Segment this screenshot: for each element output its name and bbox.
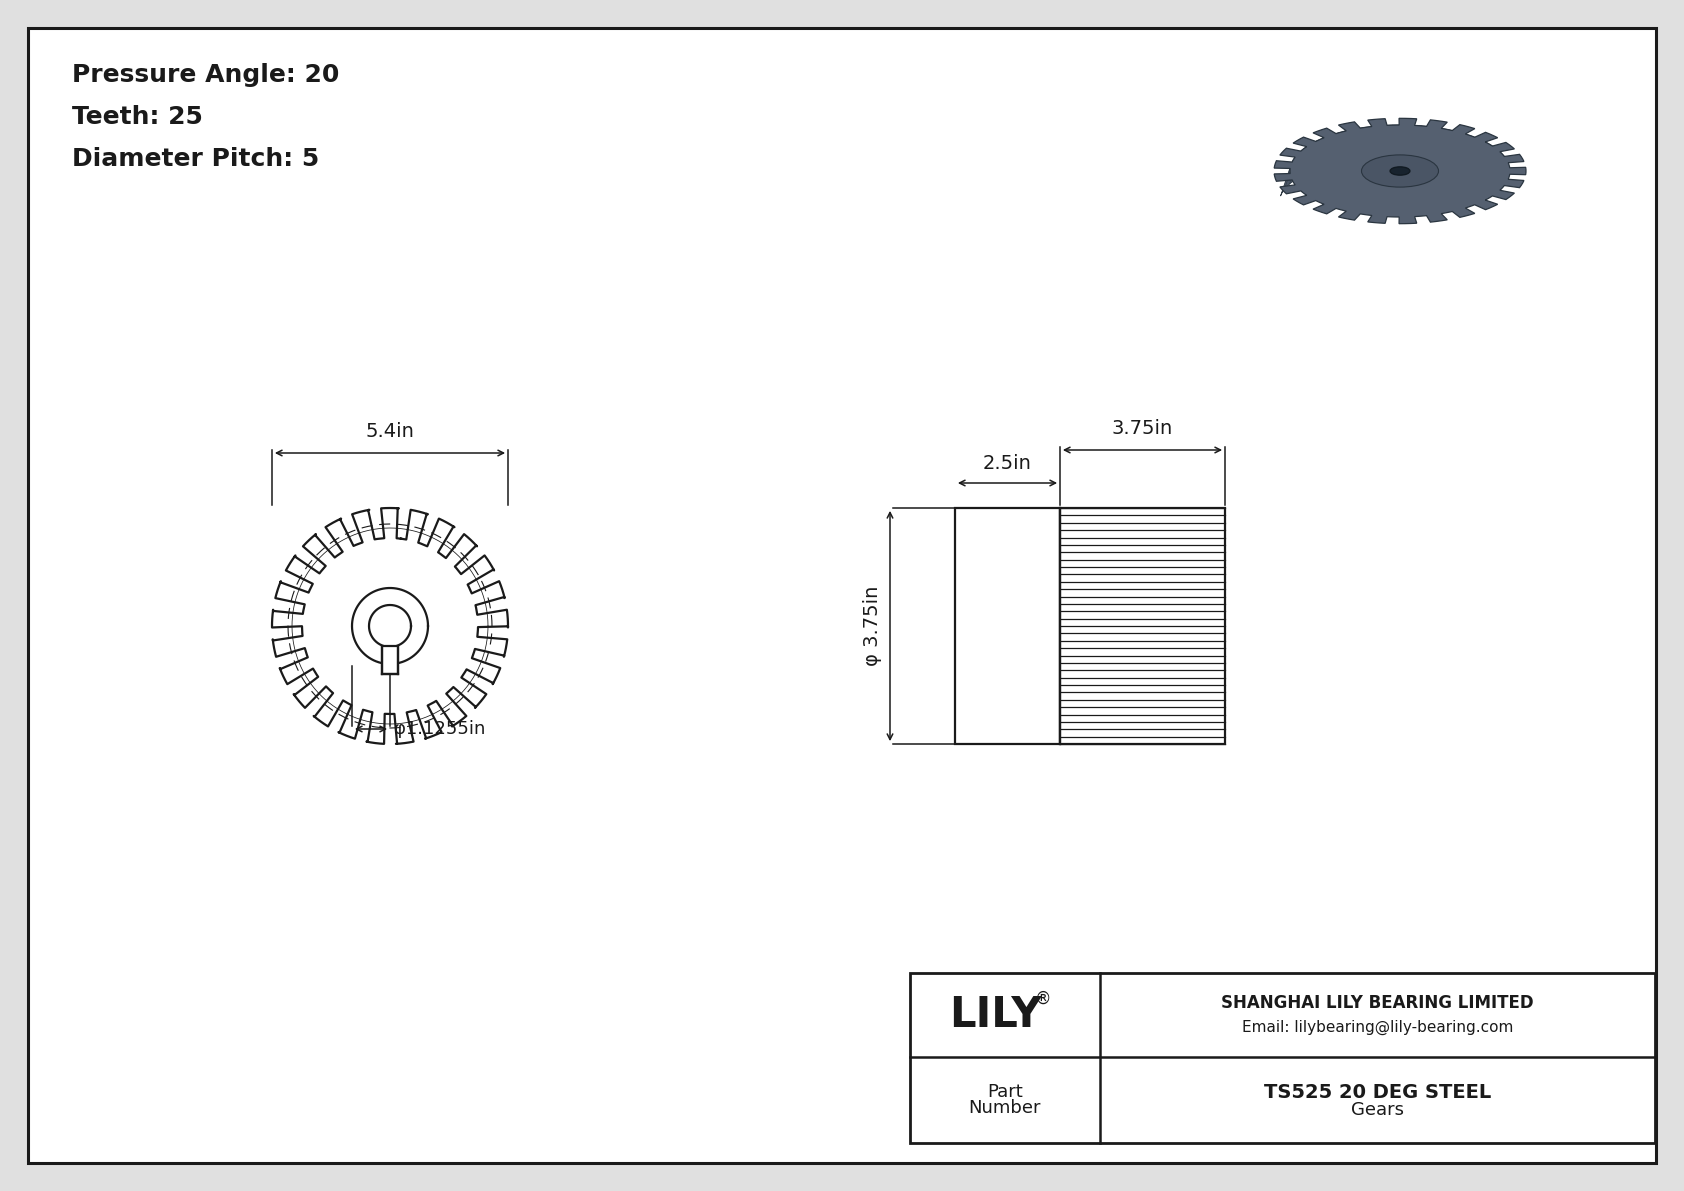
Text: 2.5in: 2.5in xyxy=(983,454,1032,473)
Bar xyxy=(909,973,1655,1143)
Text: 5.4in: 5.4in xyxy=(365,422,414,441)
Bar xyxy=(1059,509,1224,744)
Text: Teeth: 25: Teeth: 25 xyxy=(72,105,202,129)
Ellipse shape xyxy=(1361,155,1438,187)
Text: Pressure Angle: 20: Pressure Angle: 20 xyxy=(72,63,340,87)
Text: φ 3.75in: φ 3.75in xyxy=(862,586,882,666)
Bar xyxy=(955,509,1059,744)
Polygon shape xyxy=(1275,118,1526,224)
Text: TS525 20 DEG STEEL: TS525 20 DEG STEEL xyxy=(1265,1083,1490,1102)
Text: 3.75in: 3.75in xyxy=(1111,419,1174,438)
Bar xyxy=(955,509,1224,744)
Polygon shape xyxy=(273,509,509,744)
Text: ®: ® xyxy=(1034,990,1051,1008)
Bar xyxy=(382,646,399,674)
Text: Email: lilybearing@lily-bearing.com: Email: lilybearing@lily-bearing.com xyxy=(1241,1019,1514,1035)
Text: SHANGHAI LILY BEARING LIMITED: SHANGHAI LILY BEARING LIMITED xyxy=(1221,994,1534,1012)
Text: Diameter Pitch: 5: Diameter Pitch: 5 xyxy=(72,146,320,172)
Polygon shape xyxy=(1280,125,1509,197)
Text: LILY: LILY xyxy=(948,994,1041,1036)
Bar xyxy=(1059,509,1224,744)
Text: Gears: Gears xyxy=(1351,1100,1404,1120)
Text: φ1.1255in: φ1.1255in xyxy=(394,721,485,738)
Text: Part: Part xyxy=(987,1083,1022,1100)
Ellipse shape xyxy=(1389,167,1410,175)
Text: Number: Number xyxy=(968,1099,1041,1117)
